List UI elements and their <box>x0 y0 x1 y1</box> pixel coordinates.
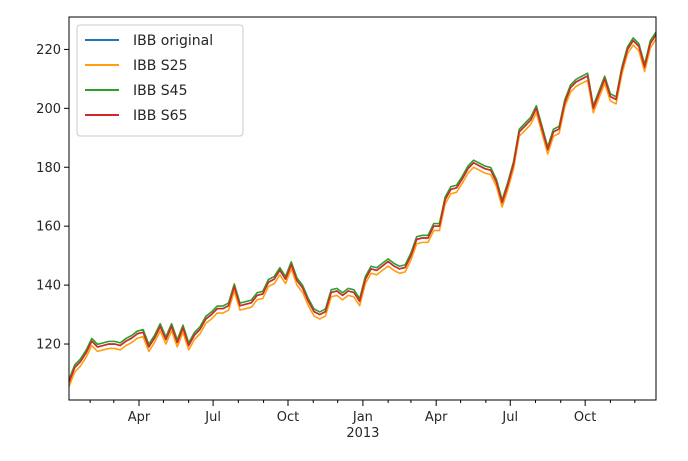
series-layer <box>68 31 657 388</box>
legend-box <box>76 24 244 137</box>
x-tick-label: Jul <box>204 410 221 425</box>
legend-label-1: IBB original <box>133 33 213 49</box>
x-tick-label: Apr <box>425 410 448 425</box>
y-tick-label: 200 <box>36 102 61 117</box>
legend-label-4: IBB S65 <box>133 108 188 124</box>
legend-label-3: IBB S45 <box>133 83 188 99</box>
y-tick-label: 160 <box>36 220 61 235</box>
series-line-4 <box>68 34 657 383</box>
x-tick-label: Apr <box>128 410 151 425</box>
legend: IBB original IBB S25 IBB S45 IBB S65 <box>76 24 244 137</box>
plot-frame <box>68 16 657 401</box>
x-tick-label: Jul <box>501 410 518 425</box>
y-tick-label: 180 <box>36 161 61 176</box>
y-tick-label: 140 <box>36 279 61 294</box>
x-tick-label: Jan <box>352 410 373 425</box>
x-tick-year-label: 2013 <box>346 426 379 441</box>
x-tick-label: Oct <box>277 410 299 425</box>
legend-label-2: IBB S25 <box>133 58 188 74</box>
y-tick-label: 120 <box>36 338 61 353</box>
x-tick-label: Oct <box>574 410 596 425</box>
series-line-2 <box>68 38 657 388</box>
y-tick-label: 220 <box>36 43 61 58</box>
